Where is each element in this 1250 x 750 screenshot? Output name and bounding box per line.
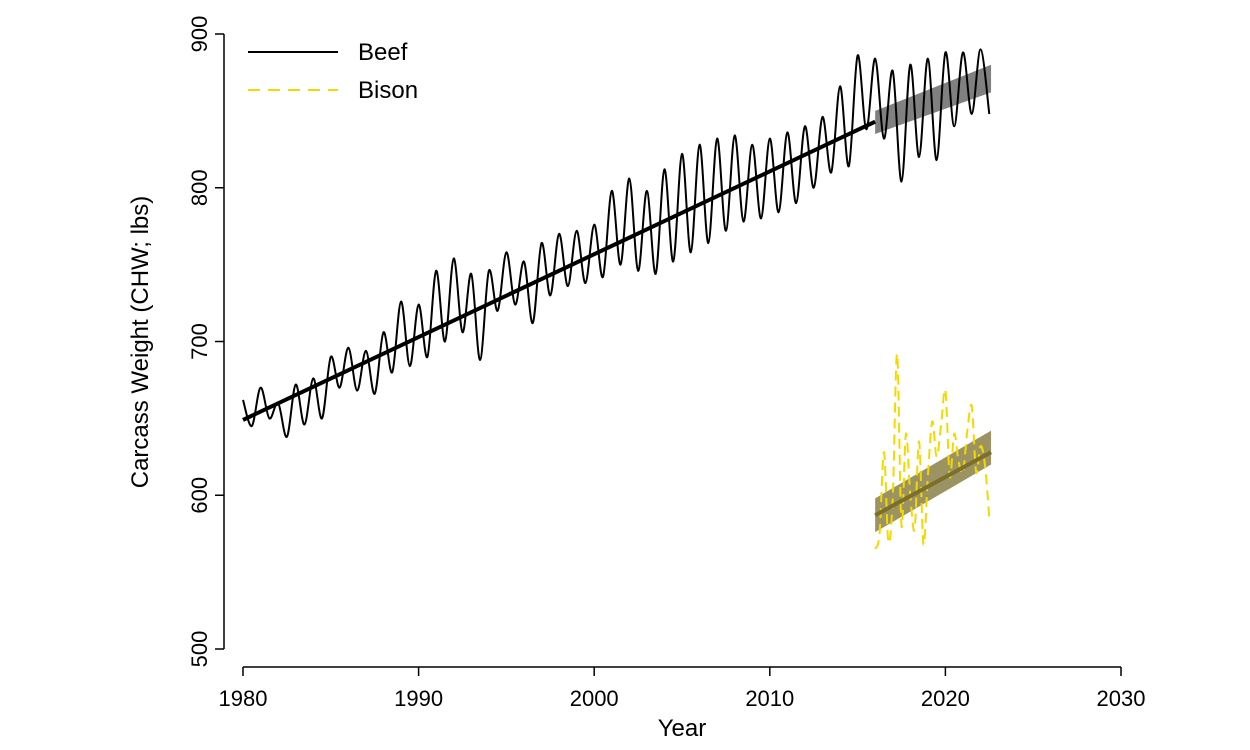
series-lines xyxy=(242,48,991,550)
series-line-beef xyxy=(242,48,991,438)
confidence-band-beef xyxy=(875,64,992,134)
y-tick-label-700: 700 xyxy=(187,323,212,360)
x-axis: 1980 1990 2000 2010 2020 2030 xyxy=(219,666,1146,711)
x-axis-title: Year xyxy=(658,715,707,742)
x-tick-label-2030: 2030 xyxy=(1097,686,1146,711)
y-axis-title: Carcass Weight (CHW; lbs) xyxy=(127,196,154,489)
x-tick-label-1990: 1990 xyxy=(394,686,443,711)
trend-line-beef xyxy=(242,119,877,422)
y-tick-label-500: 500 xyxy=(187,631,212,668)
confidence-band-bison xyxy=(875,430,992,533)
x-tick-label-2000: 2000 xyxy=(570,686,619,711)
trend-lines xyxy=(242,119,993,517)
legend-bison-label: Bison xyxy=(358,77,418,104)
confidence-bands xyxy=(875,64,992,533)
x-tick-label-1980: 1980 xyxy=(219,686,268,711)
legend-beef-label: Beef xyxy=(358,39,408,66)
y-tick-label-900: 900 xyxy=(187,16,212,53)
x-tick-label-2020: 2020 xyxy=(921,686,970,711)
legend: Beef Bison xyxy=(248,39,418,104)
series-line-bison xyxy=(874,352,991,550)
y-tick-label-600: 600 xyxy=(187,477,212,514)
y-tick-label-800: 800 xyxy=(187,169,212,206)
x-tick-label-2010: 2010 xyxy=(745,686,794,711)
trend-line-bison xyxy=(874,450,993,517)
y-axis: 500 600 700 800 900 xyxy=(187,16,225,668)
